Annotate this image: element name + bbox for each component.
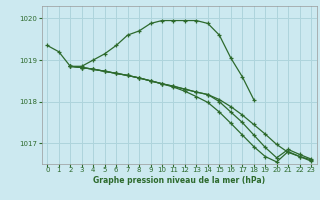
- X-axis label: Graphe pression niveau de la mer (hPa): Graphe pression niveau de la mer (hPa): [93, 176, 265, 185]
